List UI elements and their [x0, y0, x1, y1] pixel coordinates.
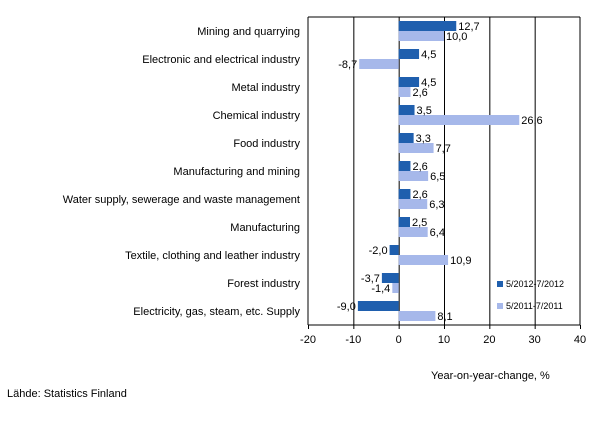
data-label: 6,5 — [430, 171, 445, 183]
data-label: 2,6 — [412, 189, 427, 201]
bar-series-2011 — [392, 283, 399, 293]
category-label: Textile, clothing and leather industry — [125, 250, 300, 262]
bar-series-2012 — [398, 49, 420, 59]
category-label: Chemical industry — [213, 110, 301, 122]
category-label: Forest industry — [227, 278, 300, 290]
x-tick-label: -20 — [300, 334, 316, 346]
category-label: Water supply, sewerage and waste managem… — [63, 194, 300, 206]
data-label: 6,3 — [429, 199, 444, 211]
data-label: -8,7 — [338, 59, 357, 71]
category-label: Electronic and electrical industry — [142, 54, 300, 66]
x-axis-label: Year-on-year-change, % — [431, 370, 550, 382]
x-tick-label: 10 — [438, 334, 450, 346]
data-label: -2,0 — [369, 245, 388, 257]
data-label: -9,0 — [337, 301, 356, 313]
category-label: Metal industry — [232, 82, 301, 94]
bar-series-2012 — [398, 105, 415, 115]
category-label: Mining and quarrying — [197, 26, 300, 38]
legend-label: 5/2012-7/2012 — [506, 279, 564, 289]
legend-swatch — [497, 281, 503, 287]
category-label: Manufacturing — [230, 222, 300, 234]
bar-series-2011 — [398, 227, 428, 237]
data-label: 8,1 — [437, 311, 452, 323]
bar-series-2012 — [398, 133, 414, 143]
category-label: Electricity, gas, steam, etc. Supply — [133, 306, 300, 318]
bar-series-2011 — [398, 87, 411, 97]
bar-series-2012 — [398, 217, 410, 227]
x-tick-label: 20 — [483, 334, 495, 346]
bar-series-2011 — [398, 143, 434, 153]
bar-series-2011 — [398, 311, 436, 321]
bar-series-2012 — [398, 77, 420, 87]
x-ticks-group: -20 -10 0 10 20 30 40 — [300, 325, 586, 346]
bar-series-2012 — [398, 161, 411, 171]
data-label: 7,7 — [436, 143, 451, 155]
category-label: Food industry — [233, 138, 300, 150]
legend: 5/2012-7/2012 5/2011-7/2011 — [497, 279, 564, 311]
category-label: Manufacturing and mining — [173, 166, 300, 178]
data-label: 6,4 — [430, 227, 445, 239]
bars-group — [357, 21, 520, 321]
source-note: Lähde: Statistics Finland — [7, 388, 127, 400]
data-label: 3,3 — [416, 133, 431, 145]
data-label: -1,4 — [371, 283, 390, 295]
legend-label: 5/2011-7/2011 — [506, 301, 563, 311]
bar-series-2012 — [398, 21, 457, 31]
legend-swatch — [497, 303, 503, 309]
data-label: 10,0 — [446, 31, 467, 43]
data-label: 2,5 — [412, 217, 427, 229]
bar-series-2011 — [398, 255, 449, 265]
data-label: 2,6 — [412, 87, 427, 99]
bar-series-2012 — [389, 245, 399, 255]
data-label: 4,5 — [421, 49, 436, 61]
x-tick-label: 40 — [574, 334, 586, 346]
x-tick-label: 30 — [529, 334, 541, 346]
bar-series-2011 — [398, 171, 429, 181]
data-label: -3,7 — [361, 273, 380, 285]
bar-series-2011 — [398, 31, 444, 41]
x-tick-label: 0 — [396, 334, 402, 346]
bar-series-2012 — [357, 301, 399, 311]
bar-series-2011 — [398, 199, 428, 209]
value-labels-group: 12,710,04,5-8,74,52,63,526,63,37,72,66,5… — [337, 21, 543, 323]
bar-series-2011 — [359, 59, 399, 69]
bar-series-2012 — [381, 273, 399, 283]
data-label: 4,5 — [421, 77, 436, 89]
data-label: 3,5 — [417, 105, 432, 117]
bar-series-2012 — [398, 189, 411, 199]
data-label: 12,7 — [458, 21, 479, 33]
x-tick-label: -10 — [345, 334, 361, 346]
data-label: 26,6 — [521, 115, 542, 127]
data-label: 10,9 — [450, 255, 471, 267]
category-labels-group: Mining and quarrying Electronic and elect… — [63, 26, 301, 318]
data-label: 2,6 — [412, 161, 427, 173]
bar-series-2011 — [398, 115, 520, 125]
